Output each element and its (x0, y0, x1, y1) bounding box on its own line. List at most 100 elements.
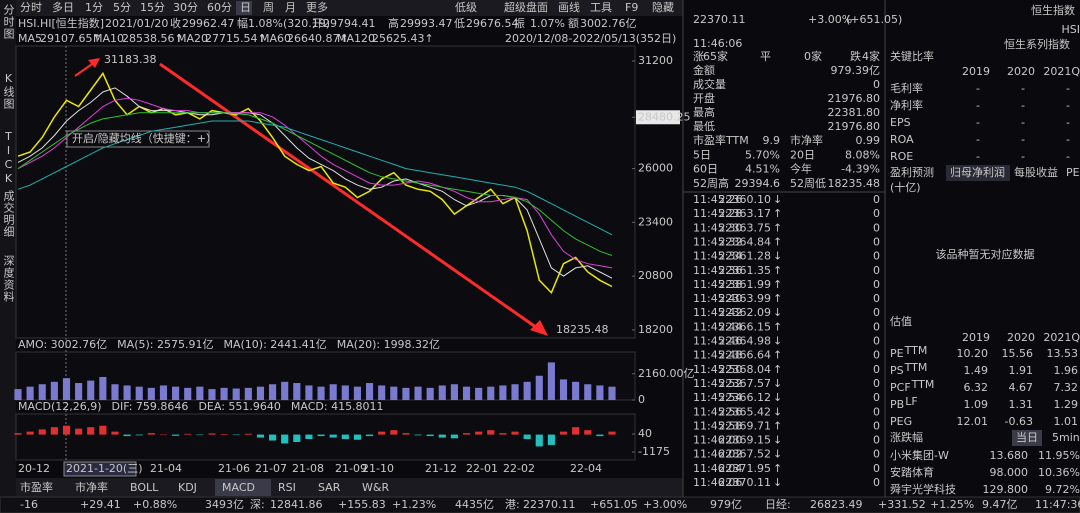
period-button[interactable]: 更多 (306, 0, 328, 14)
period-button[interactable]: 日 (240, 1, 251, 14)
info-field: 3002.76亿 (580, 17, 637, 30)
ratio-label: ROE (890, 150, 913, 163)
macd-bar (293, 434, 301, 442)
tick-time: 11:45:28 (693, 207, 742, 220)
macd-bar (608, 431, 616, 435)
tick-dir: ↑ (773, 278, 782, 291)
tick-price: 22368.04 (719, 363, 772, 376)
stock-name[interactable]: 安踏体育 (890, 465, 934, 479)
stock-change: 10.36% (1038, 466, 1080, 479)
macd-bar (450, 434, 458, 439)
y-tick-label: 20800 (638, 269, 673, 282)
macd-bar (523, 434, 531, 440)
stock-price: 13.680 (990, 449, 1029, 462)
macd-bar (353, 434, 361, 440)
macd-bar (62, 425, 71, 435)
status-item: 26823.49 (810, 498, 863, 511)
tick-dir: ↑ (773, 349, 782, 362)
x-tick-label: 2021-1-20(三) (66, 462, 143, 475)
tool-button[interactable]: 画线 (558, 0, 580, 14)
quote-label: 开盘 (693, 91, 715, 105)
tick-price: 22361.35 (719, 264, 772, 277)
date-range: 2020/12/08-2022/05/13(352日) (505, 32, 676, 45)
quote-label: 今年 (790, 162, 812, 176)
volume-bar (208, 389, 216, 400)
movers-tab[interactable]: 当日 (1016, 430, 1038, 444)
quote-label: 市净率 (790, 133, 823, 147)
indicator-tab[interactable]: 市盈率 (20, 480, 53, 494)
volume-bar (14, 389, 22, 400)
year: 2020 (1007, 331, 1035, 344)
macd-bar (147, 433, 155, 435)
ma-name: MA5 (18, 32, 42, 45)
period-button[interactable]: 5分 (113, 1, 131, 14)
tool-button[interactable]: 低级 (455, 1, 477, 14)
volume-bar (87, 380, 95, 400)
volume-bar (305, 385, 313, 400)
side-tab[interactable]: 深度资料 (2, 255, 15, 303)
indicator-tab[interactable]: W&R (362, 481, 389, 494)
tool-button[interactable]: 隐藏 (652, 1, 674, 14)
volume-panel (15, 351, 636, 401)
tick-time: 11:45:30 (693, 221, 742, 234)
ratio-value: - (1066, 99, 1070, 112)
tick-time: 11:45:40 (693, 292, 742, 305)
x-tick-label: 20-12 (18, 462, 50, 475)
side-tab[interactable]: 分时图 (2, 4, 15, 40)
indicator-tab[interactable]: MACD (222, 481, 255, 494)
period-button[interactable]: 月 (285, 1, 296, 14)
indicator-tab[interactable]: 市净率 (75, 480, 108, 494)
indicator-tab[interactable]: KDJ (178, 481, 197, 494)
forecast-tab[interactable]: 归母净利润 (950, 165, 1005, 179)
tick-volume: 0 (873, 462, 880, 475)
stock-name[interactable]: 小米集团-W (890, 448, 949, 462)
period-button[interactable]: 多日 (52, 0, 74, 14)
side-tab[interactable]: K线图 (2, 72, 15, 110)
tool-button[interactable]: F9 (625, 1, 638, 14)
indicator-tab[interactable]: RSI (278, 481, 296, 494)
tick-volume: 0 (873, 476, 880, 489)
tick-price: 22361.99 (719, 278, 772, 291)
macd-bar (196, 434, 204, 436)
macd-bar (378, 431, 386, 435)
period-button[interactable]: 分时 (20, 1, 42, 14)
tick-time: 11:45:50 (693, 363, 742, 376)
side-tab[interactable]: 成交明细 (2, 190, 15, 238)
period-button[interactable]: 周 (263, 1, 274, 14)
macd-bar (135, 434, 143, 436)
quote-label: 5日 (693, 148, 711, 161)
quote-value: 979.39亿 (831, 64, 881, 77)
tool-button[interactable]: 超级盘面 (504, 0, 548, 14)
ratio-value: - (976, 116, 980, 129)
section-title: 估值 (890, 315, 912, 328)
movers-tab[interactable]: 5min (1052, 431, 1080, 444)
period-button[interactable]: 15分 (140, 1, 165, 14)
indicator-tab[interactable]: BOLL (130, 481, 159, 494)
volume-bar (390, 386, 398, 400)
tooltip: 开启/隐藏均线（快捷键：+） (72, 131, 217, 145)
macd-bar (172, 434, 180, 436)
tool-button[interactable]: 工具 (590, 1, 612, 14)
forecast-tab[interactable]: PE (1066, 166, 1080, 179)
period-button[interactable]: 30分 (173, 1, 198, 14)
tick-time: 11:45:58 (693, 419, 742, 432)
y-tick-label: 28480.25 (638, 110, 691, 123)
stock-name[interactable]: 舜宇光学科技 (890, 482, 956, 496)
tick-price: 22367.52 (719, 448, 772, 461)
macd-bar (244, 433, 252, 435)
indicator-tab[interactable]: SAR (318, 481, 341, 494)
volume-bar (547, 362, 555, 400)
period-button[interactable]: 1分 (85, 1, 103, 14)
quote-label: 52周高 (693, 176, 729, 190)
volume-bar (378, 385, 386, 400)
tick-dir: ↓ (773, 391, 782, 404)
period-button[interactable]: 60分 (207, 1, 232, 14)
forecast-tab[interactable]: 每股收益 (1014, 165, 1058, 179)
macd-bar (584, 430, 592, 435)
tick-time: 11:45:54 (693, 391, 742, 404)
empty-note: 该品种暂无对应数据 (936, 247, 1035, 261)
x-tick-label: 21-06 (218, 462, 250, 475)
side-tab[interactable]: TICK (2, 130, 15, 186)
volume-bar (147, 387, 155, 400)
tick-price: 22367.57 (719, 377, 772, 390)
